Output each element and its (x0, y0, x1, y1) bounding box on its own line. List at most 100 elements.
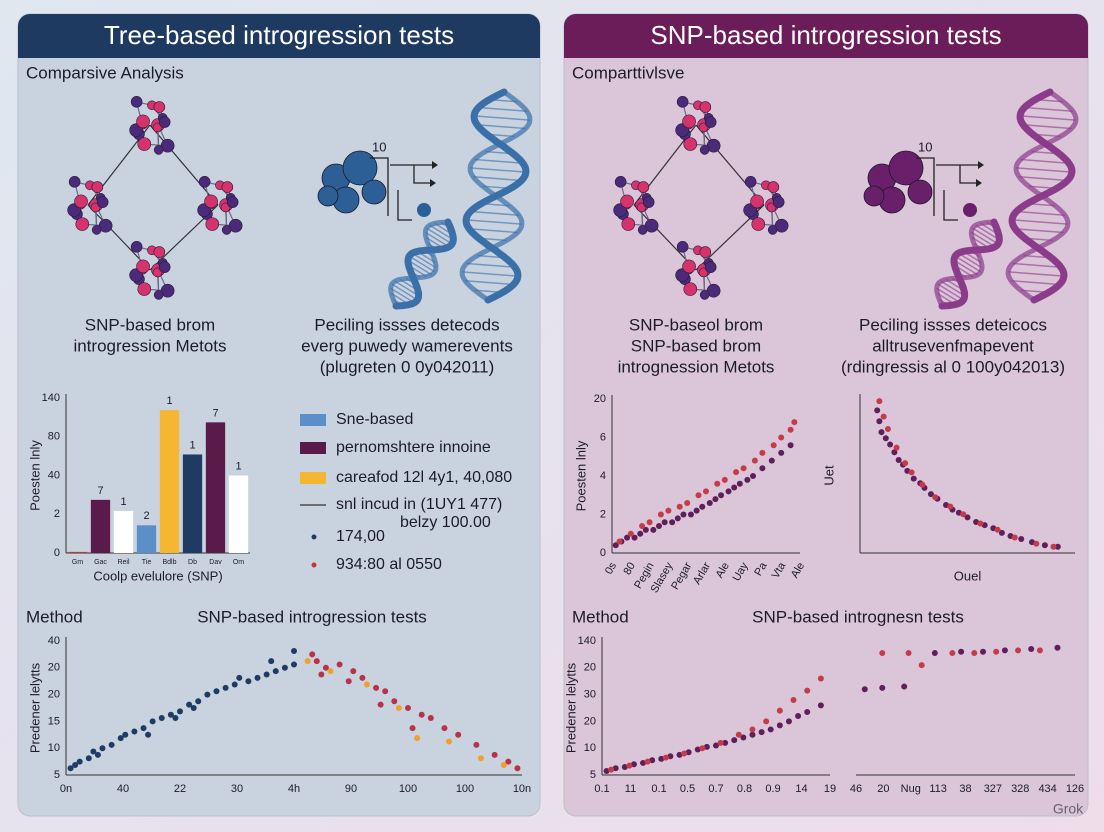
scatter-point (879, 684, 886, 691)
x-tick-label: 20 (877, 783, 889, 795)
scatter-point (787, 442, 794, 449)
atom (683, 137, 698, 151)
x-tick-label: 0n (60, 783, 72, 795)
scatter-point (817, 675, 824, 682)
scatter-point (656, 523, 662, 530)
legend-swatch (300, 442, 326, 454)
helix-rung (1016, 210, 1065, 216)
helix-rung (391, 283, 418, 301)
x-tick-label: 46 (850, 783, 862, 795)
scatter-point (377, 701, 384, 708)
scatter-point (621, 763, 628, 770)
scatter-point (736, 480, 743, 487)
method-title: SNP-based introgression tests (197, 607, 427, 626)
scatter-point (612, 765, 619, 772)
helix-rung (462, 271, 518, 277)
x-tick-label: 14 (795, 783, 807, 795)
bar-annotation: 7 (97, 485, 103, 497)
helix-rung (937, 283, 964, 301)
scatter-point (958, 648, 965, 655)
scatter-point (699, 503, 706, 510)
scatter-point (391, 698, 398, 705)
y-axis-label: Uet (821, 465, 836, 486)
scatter-point (291, 648, 297, 655)
scatter-point (630, 761, 637, 768)
scatter-point (236, 674, 243, 681)
scatter-point (644, 758, 651, 765)
scatter-point (744, 476, 751, 483)
bar (67, 551, 88, 553)
bar-annotation: 7 (212, 407, 218, 419)
atom (137, 137, 152, 151)
scatter-point (931, 650, 938, 657)
x-tick-label: Om (233, 559, 244, 566)
scatter-point (735, 731, 742, 738)
scatter-point (749, 726, 756, 733)
helix-rung (474, 158, 523, 164)
scatter-point (639, 523, 646, 530)
helix-rung (469, 228, 518, 234)
scatter-point (749, 731, 756, 738)
scatter-point (778, 434, 785, 441)
scatter-point (473, 741, 480, 748)
bar-annotation: 1 (235, 460, 241, 472)
y-tick-label: 5 (590, 769, 596, 781)
legend-label: 174,00 (336, 528, 385, 545)
y-tick-label: 0 (600, 547, 606, 559)
scatter-point (891, 449, 898, 456)
x-tick-label: 19 (824, 783, 836, 795)
scatter-point (676, 751, 683, 758)
helix-rung (394, 280, 420, 297)
scatter-point (685, 749, 692, 756)
legend-swatch (300, 414, 326, 426)
y-axis-label: Predener lelytts (27, 662, 42, 753)
atom (637, 225, 648, 235)
helix-rung (1012, 262, 1061, 268)
caption: intrognession Metots (618, 357, 775, 376)
scatter-point (631, 534, 638, 541)
atom (682, 259, 696, 274)
scatter-point (90, 748, 97, 755)
x-tick-label: Gac (94, 559, 107, 566)
bar (90, 499, 111, 553)
atom (744, 176, 757, 188)
scatter-point (414, 735, 421, 742)
x-tick-label: 113 (929, 783, 947, 795)
scatter-point (1001, 647, 1008, 654)
scatter-point (222, 684, 229, 691)
scatter-point (713, 742, 719, 749)
scatter-point (960, 511, 967, 518)
scatter-point (919, 481, 926, 488)
caption: Peciling issses detecods (314, 315, 499, 334)
watermark: Grok (1053, 801, 1084, 817)
scatter-point (932, 494, 939, 501)
scatter-point (204, 691, 211, 698)
scatter-point (657, 511, 664, 518)
scatter-point (927, 491, 934, 498)
scatter-point (795, 713, 802, 720)
atom (221, 181, 234, 193)
x-tick-label: 22 (174, 783, 186, 795)
scatter-point (751, 457, 758, 464)
atom (767, 225, 778, 235)
caption: Peciling issses deteicocs (859, 315, 1047, 334)
x-tick-label: 40 (117, 783, 129, 795)
legend-label: pernomshtere innoine (336, 439, 491, 456)
scatter-point (658, 755, 665, 762)
x-tick-label: 80 (621, 560, 638, 577)
scatter-point (681, 750, 688, 757)
atom (75, 217, 90, 231)
scatter-point (776, 707, 783, 714)
scatter-point (145, 731, 152, 738)
x-tick-label: 90 (345, 783, 357, 795)
legend-swatch (311, 562, 317, 568)
scatter-point (680, 511, 687, 518)
atom (706, 138, 721, 153)
scatter-point (441, 725, 448, 732)
atom (704, 116, 717, 128)
scatter-point (505, 758, 512, 765)
helix-rung (465, 280, 514, 286)
scatter-point (172, 715, 179, 722)
scatter-point (758, 729, 765, 736)
